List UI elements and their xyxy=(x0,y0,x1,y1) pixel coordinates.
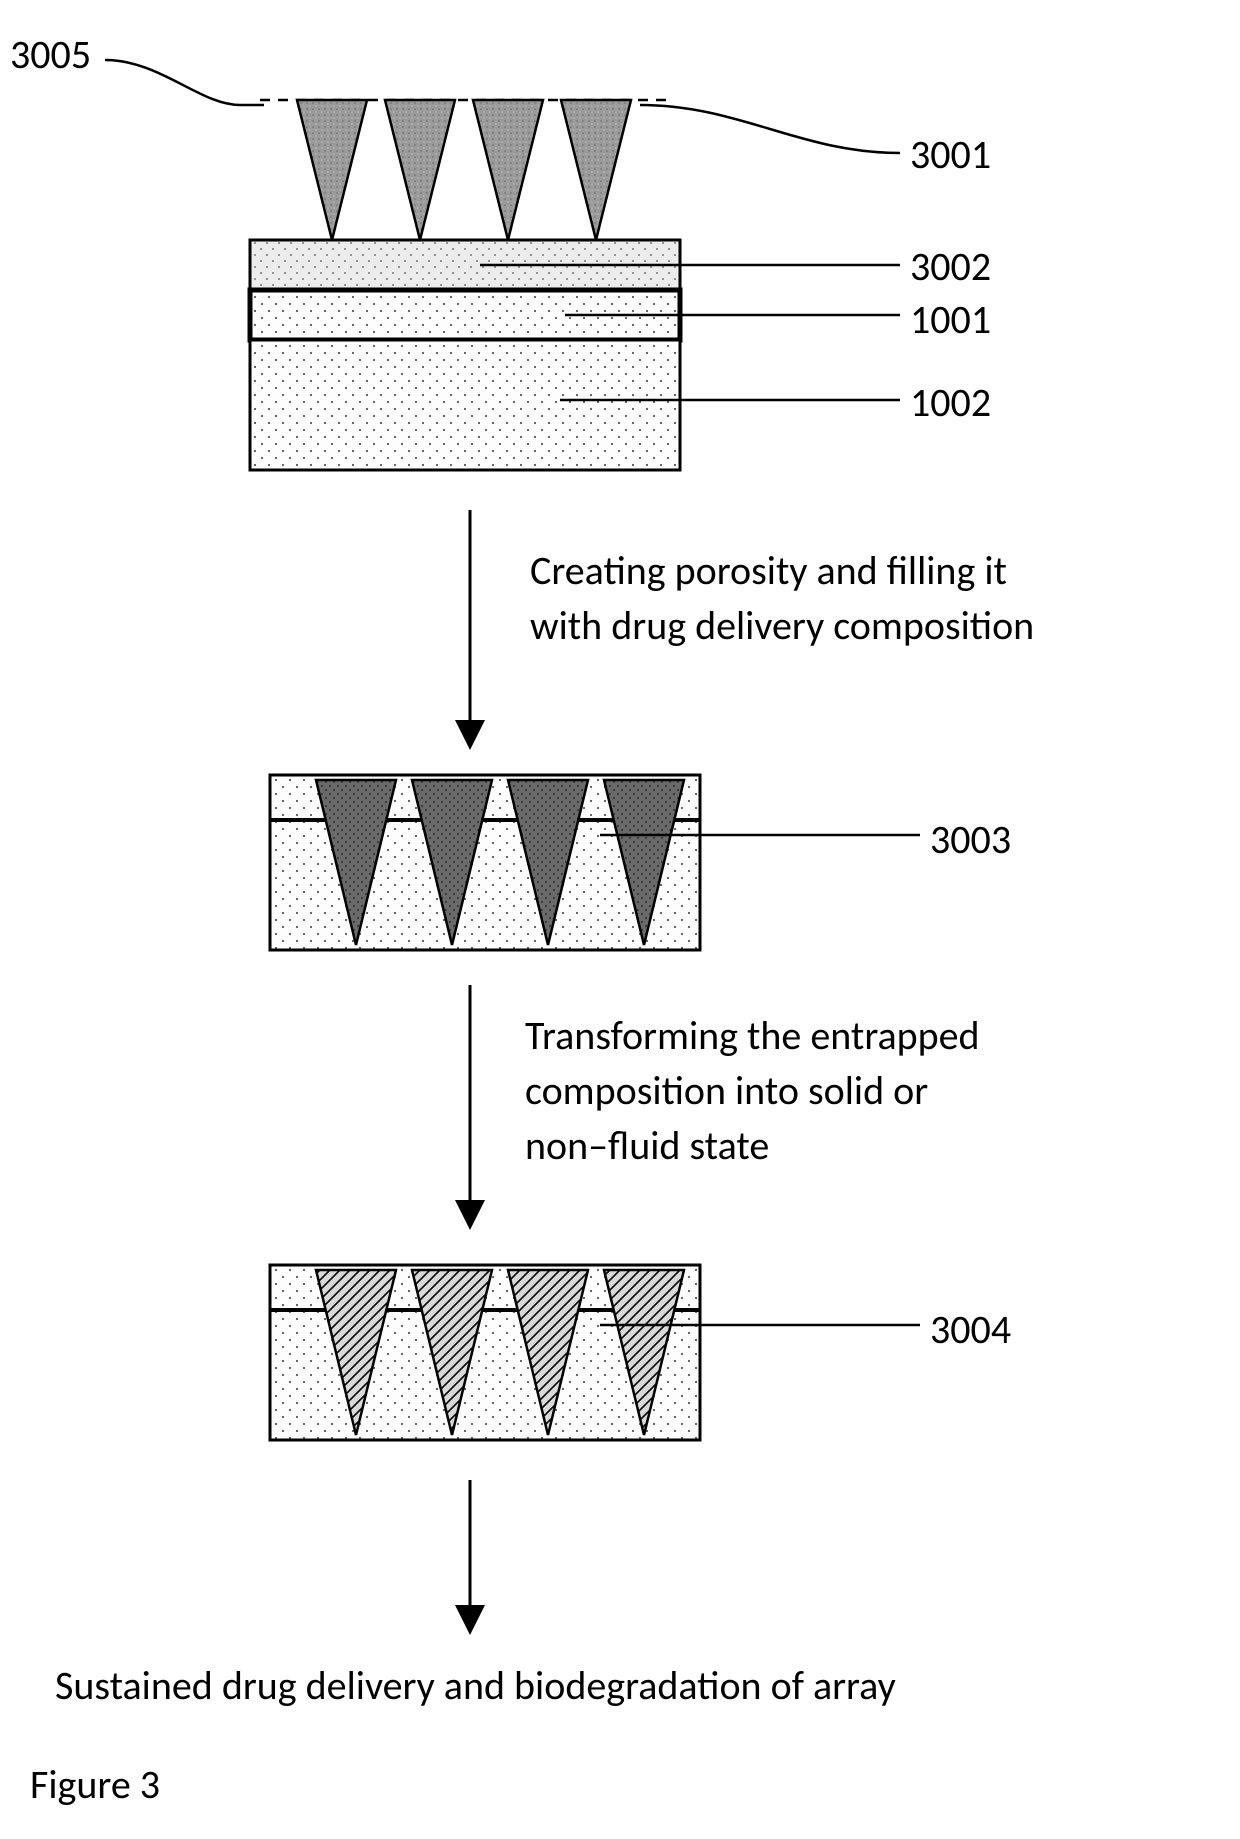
step2-line1: Transforming the entrapped xyxy=(525,1010,980,1062)
label-3001: 3001 xyxy=(910,130,991,179)
label-3004: 3004 xyxy=(930,1305,1011,1354)
label-3003: 3003 xyxy=(930,815,1011,864)
label-1001: 1001 xyxy=(910,295,991,344)
stage-3 xyxy=(270,1265,700,1440)
stage-2 xyxy=(270,775,700,950)
leader-3005 xyxy=(105,60,264,105)
step2-line2: composition into solid or xyxy=(525,1065,928,1117)
stage-1 xyxy=(250,100,680,470)
step1-line1: Creating porosity and filling it xyxy=(530,545,1007,597)
final-text: Sustained drug delivery and biodegradati… xyxy=(55,1660,896,1712)
needles-3001 xyxy=(297,100,631,240)
label-3002: 3002 xyxy=(910,242,991,291)
step1-line2: with drug delivery composition xyxy=(530,600,1034,652)
step2-line3: non–fluid state xyxy=(525,1120,769,1172)
figure-canvas: 3005 3001 3002 1001 1002 3003 3004 Creat… xyxy=(0,0,1240,1839)
layer-1002 xyxy=(250,340,680,470)
diagram-svg xyxy=(0,0,1240,1839)
label-3005: 3005 xyxy=(10,30,91,79)
label-1002: 1002 xyxy=(910,378,991,427)
figure-caption: Figure 3 xyxy=(30,1760,160,1809)
leader-3001 xyxy=(640,105,900,153)
